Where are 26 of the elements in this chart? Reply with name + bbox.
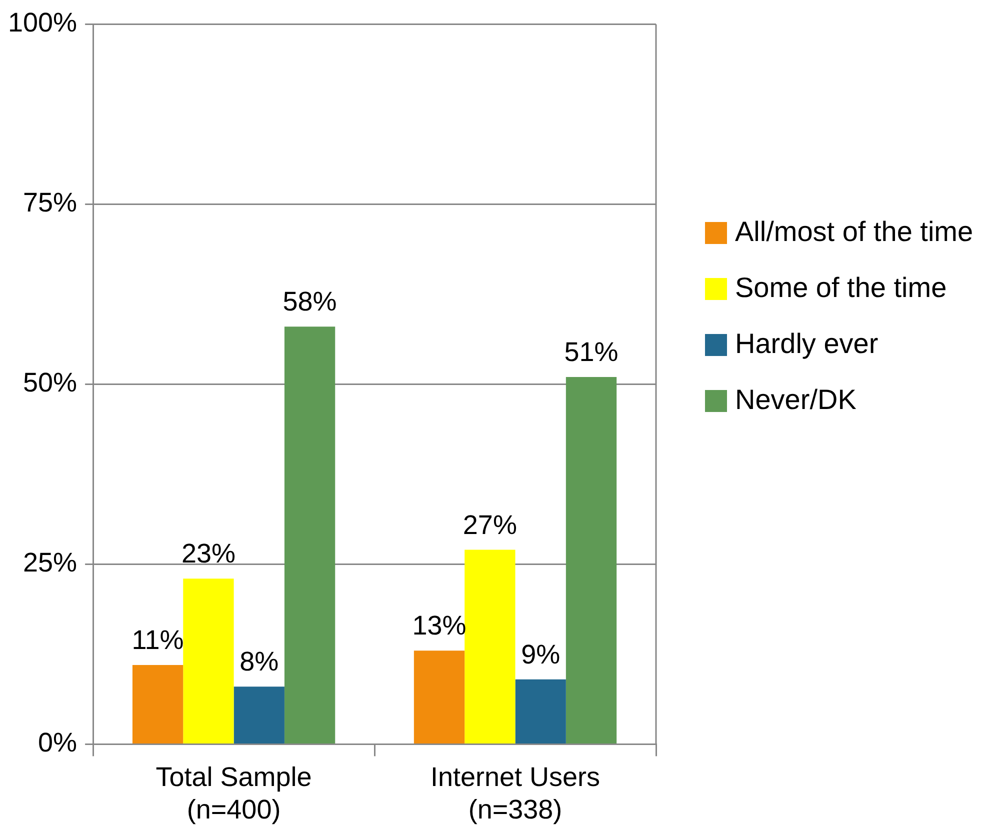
y-tick-label: 100%: [8, 8, 78, 38]
legend-label: Never/DK: [735, 383, 856, 417]
bar: [234, 686, 284, 744]
data-label: 11%: [132, 624, 184, 655]
x-tick-label: Total Sample (n=400): [156, 762, 312, 824]
legend-label: Some of the time: [735, 271, 947, 305]
bar: [414, 650, 465, 744]
bar: [183, 578, 234, 744]
data-label: 27%: [462, 510, 517, 540]
x-tick-label: Internet Users (n=338): [430, 762, 600, 824]
legend-label: Hardly ever: [735, 327, 878, 361]
legend-label: All/most of the time: [735, 215, 974, 249]
bar: [515, 679, 566, 744]
data-label: 9%: [521, 639, 560, 670]
y-tick-label: 0%: [38, 728, 78, 758]
bar: [464, 550, 516, 744]
data-label: 8%: [240, 646, 279, 677]
bar: [566, 377, 617, 744]
bar: [132, 665, 184, 744]
data-label: 51%: [564, 336, 618, 367]
bar: [284, 326, 336, 744]
y-tick-label: 25%: [23, 548, 78, 578]
data-label: 23%: [181, 538, 236, 569]
y-tick-label: 75%: [23, 188, 78, 218]
y-tick-label: 50%: [23, 368, 78, 398]
data-label: 58%: [282, 286, 337, 317]
